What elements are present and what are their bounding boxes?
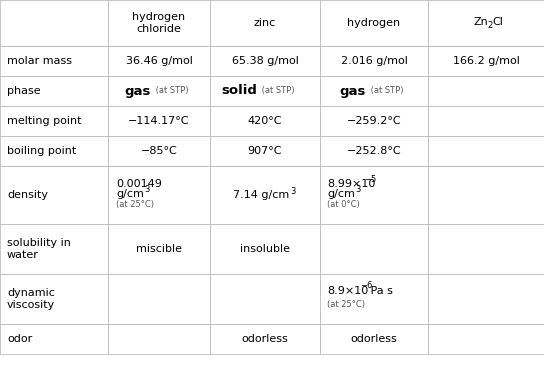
Text: solid: solid	[221, 84, 257, 98]
Text: 2: 2	[487, 20, 492, 29]
Bar	[428, 46, 544, 76]
Text: −6: −6	[360, 282, 373, 291]
Bar	[428, 136, 544, 166]
Bar	[108, 324, 210, 354]
Text: density: density	[7, 190, 48, 200]
Bar	[108, 46, 210, 76]
Bar	[320, 46, 428, 76]
Bar	[320, 324, 428, 354]
Text: (at 0°C): (at 0°C)	[327, 201, 360, 210]
Text: (at 25°C): (at 25°C)	[116, 201, 154, 210]
Text: solubility in
water: solubility in water	[7, 238, 71, 260]
Text: insoluble: insoluble	[240, 244, 290, 254]
Text: 3: 3	[355, 185, 360, 195]
Bar	[210, 136, 320, 166]
Bar	[0, 166, 108, 224]
Bar	[108, 76, 210, 106]
Bar	[428, 76, 544, 106]
Bar	[428, 166, 544, 224]
Bar	[210, 324, 320, 354]
Text: −259.2°C: −259.2°C	[347, 116, 401, 126]
Bar	[0, 324, 108, 354]
Bar	[108, 0, 210, 46]
Text: dynamic
viscosity: dynamic viscosity	[7, 288, 55, 310]
Text: odorless: odorless	[351, 334, 397, 344]
Bar	[0, 46, 108, 76]
Bar	[108, 274, 210, 324]
Bar	[0, 274, 108, 324]
Bar	[0, 76, 108, 106]
Bar	[320, 166, 428, 224]
Bar	[210, 274, 320, 324]
Bar	[320, 76, 428, 106]
Text: (at 25°C): (at 25°C)	[327, 299, 365, 308]
Bar	[428, 274, 544, 324]
Text: odor: odor	[7, 334, 32, 344]
Text: 2.016 g/mol: 2.016 g/mol	[341, 56, 407, 66]
Text: 166.2 g/mol: 166.2 g/mol	[453, 56, 520, 66]
Bar	[0, 136, 108, 166]
Bar	[320, 224, 428, 274]
Text: melting point: melting point	[7, 116, 82, 126]
Text: molar mass: molar mass	[7, 56, 72, 66]
Text: Cl: Cl	[492, 17, 503, 27]
Text: boiling point: boiling point	[7, 146, 76, 156]
Text: (at STP): (at STP)	[153, 86, 189, 95]
Bar	[0, 224, 108, 274]
Text: 36.46 g/mol: 36.46 g/mol	[126, 56, 193, 66]
Text: 8.99×10: 8.99×10	[327, 179, 375, 189]
Text: 907°C: 907°C	[248, 146, 282, 156]
Text: 420°C: 420°C	[248, 116, 282, 126]
Bar	[320, 106, 428, 136]
Bar	[210, 76, 320, 106]
Text: Zn: Zn	[474, 17, 489, 27]
Text: g/cm: g/cm	[116, 189, 144, 199]
Bar	[108, 136, 210, 166]
Bar	[210, 106, 320, 136]
Text: −5: −5	[364, 175, 376, 184]
Bar	[210, 166, 320, 224]
Bar	[320, 136, 428, 166]
Bar	[210, 0, 320, 46]
Bar	[108, 224, 210, 274]
Text: miscible: miscible	[136, 244, 182, 254]
Bar	[210, 46, 320, 76]
Text: 7.14 g/cm: 7.14 g/cm	[233, 190, 289, 200]
Text: −252.8°C: −252.8°C	[347, 146, 401, 156]
Text: Pa s: Pa s	[367, 286, 393, 296]
Text: phase: phase	[7, 86, 41, 96]
Text: gas: gas	[125, 84, 151, 98]
Text: 3: 3	[290, 187, 295, 196]
Bar	[108, 106, 210, 136]
Bar	[428, 324, 544, 354]
Bar	[210, 224, 320, 274]
Text: (at STP): (at STP)	[368, 86, 404, 95]
Text: 0.00149: 0.00149	[116, 179, 162, 189]
Text: 3: 3	[144, 185, 150, 195]
Bar	[428, 224, 544, 274]
Bar	[320, 274, 428, 324]
Bar	[0, 0, 108, 46]
Text: zinc: zinc	[254, 18, 276, 28]
Bar	[320, 0, 428, 46]
Text: 8.9×10: 8.9×10	[327, 286, 368, 296]
Text: g/cm: g/cm	[327, 189, 355, 199]
Bar	[428, 0, 544, 46]
Text: −114.17°C: −114.17°C	[128, 116, 190, 126]
Text: odorless: odorless	[242, 334, 288, 344]
Text: 65.38 g/mol: 65.38 g/mol	[232, 56, 299, 66]
Bar	[108, 166, 210, 224]
Text: −85°C: −85°C	[141, 146, 177, 156]
Bar	[428, 106, 544, 136]
Text: hydrogen: hydrogen	[348, 18, 400, 28]
Text: gas: gas	[339, 84, 366, 98]
Text: hydrogen
chloride: hydrogen chloride	[132, 12, 186, 34]
Bar	[0, 106, 108, 136]
Text: (at STP): (at STP)	[259, 86, 294, 95]
